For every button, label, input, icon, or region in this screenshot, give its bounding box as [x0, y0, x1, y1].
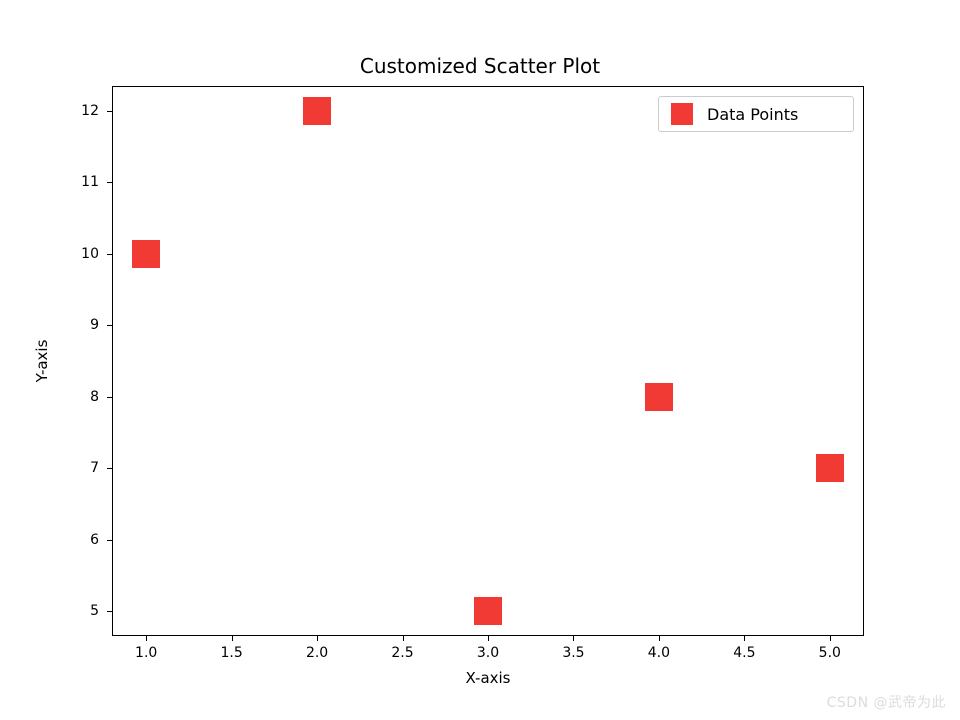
data-point-marker — [645, 383, 673, 411]
y-tick-mark — [107, 468, 112, 469]
y-tick-label: 11 — [69, 174, 99, 190]
x-tick-mark — [232, 636, 233, 641]
watermark: CSDN @武帝为此 — [827, 692, 946, 712]
legend-label: Data Points — [707, 105, 798, 124]
x-tick-label: 5.0 — [819, 645, 841, 661]
x-tick-label: 2.0 — [306, 645, 328, 661]
data-point-marker — [132, 240, 160, 268]
y-tick-mark — [107, 254, 112, 255]
x-tick-mark — [573, 636, 574, 641]
legend: Data Points — [658, 96, 854, 132]
y-tick-mark — [107, 611, 112, 612]
x-tick-label: 3.0 — [477, 645, 499, 661]
y-tick-label: 10 — [69, 246, 99, 262]
y-tick-label: 9 — [69, 317, 99, 333]
x-tick-label: 1.0 — [135, 645, 157, 661]
data-point-marker — [816, 454, 844, 482]
x-axis-label: X-axis — [112, 669, 864, 687]
y-tick-label: 7 — [69, 460, 99, 476]
data-point-marker — [474, 597, 502, 625]
x-tick-label: 4.5 — [733, 645, 755, 661]
chart-title: Customized Scatter Plot — [0, 54, 960, 78]
y-tick-mark — [107, 325, 112, 326]
y-tick-label: 12 — [69, 103, 99, 119]
figure: Customized Scatter Plot X-axis Y-axis CS… — [0, 0, 960, 720]
x-tick-mark — [830, 636, 831, 641]
y-tick-mark — [107, 111, 112, 112]
x-tick-label: 1.5 — [220, 645, 242, 661]
y-tick-mark — [107, 182, 112, 183]
x-tick-mark — [488, 636, 489, 641]
x-tick-label: 3.5 — [562, 645, 584, 661]
y-tick-mark — [107, 540, 112, 541]
x-tick-mark — [403, 636, 404, 641]
x-tick-label: 2.5 — [391, 645, 413, 661]
x-tick-mark — [659, 636, 660, 641]
legend-marker-icon — [671, 103, 693, 125]
y-tick-label: 5 — [69, 603, 99, 619]
plot-area — [112, 86, 864, 636]
x-tick-label: 4.0 — [648, 645, 670, 661]
x-tick-mark — [317, 636, 318, 641]
y-tick-label: 6 — [69, 532, 99, 548]
data-point-marker — [303, 97, 331, 125]
x-tick-mark — [146, 636, 147, 641]
y-axis-label: Y-axis — [33, 340, 51, 383]
y-tick-label: 8 — [69, 389, 99, 405]
y-tick-mark — [107, 397, 112, 398]
x-tick-mark — [744, 636, 745, 641]
